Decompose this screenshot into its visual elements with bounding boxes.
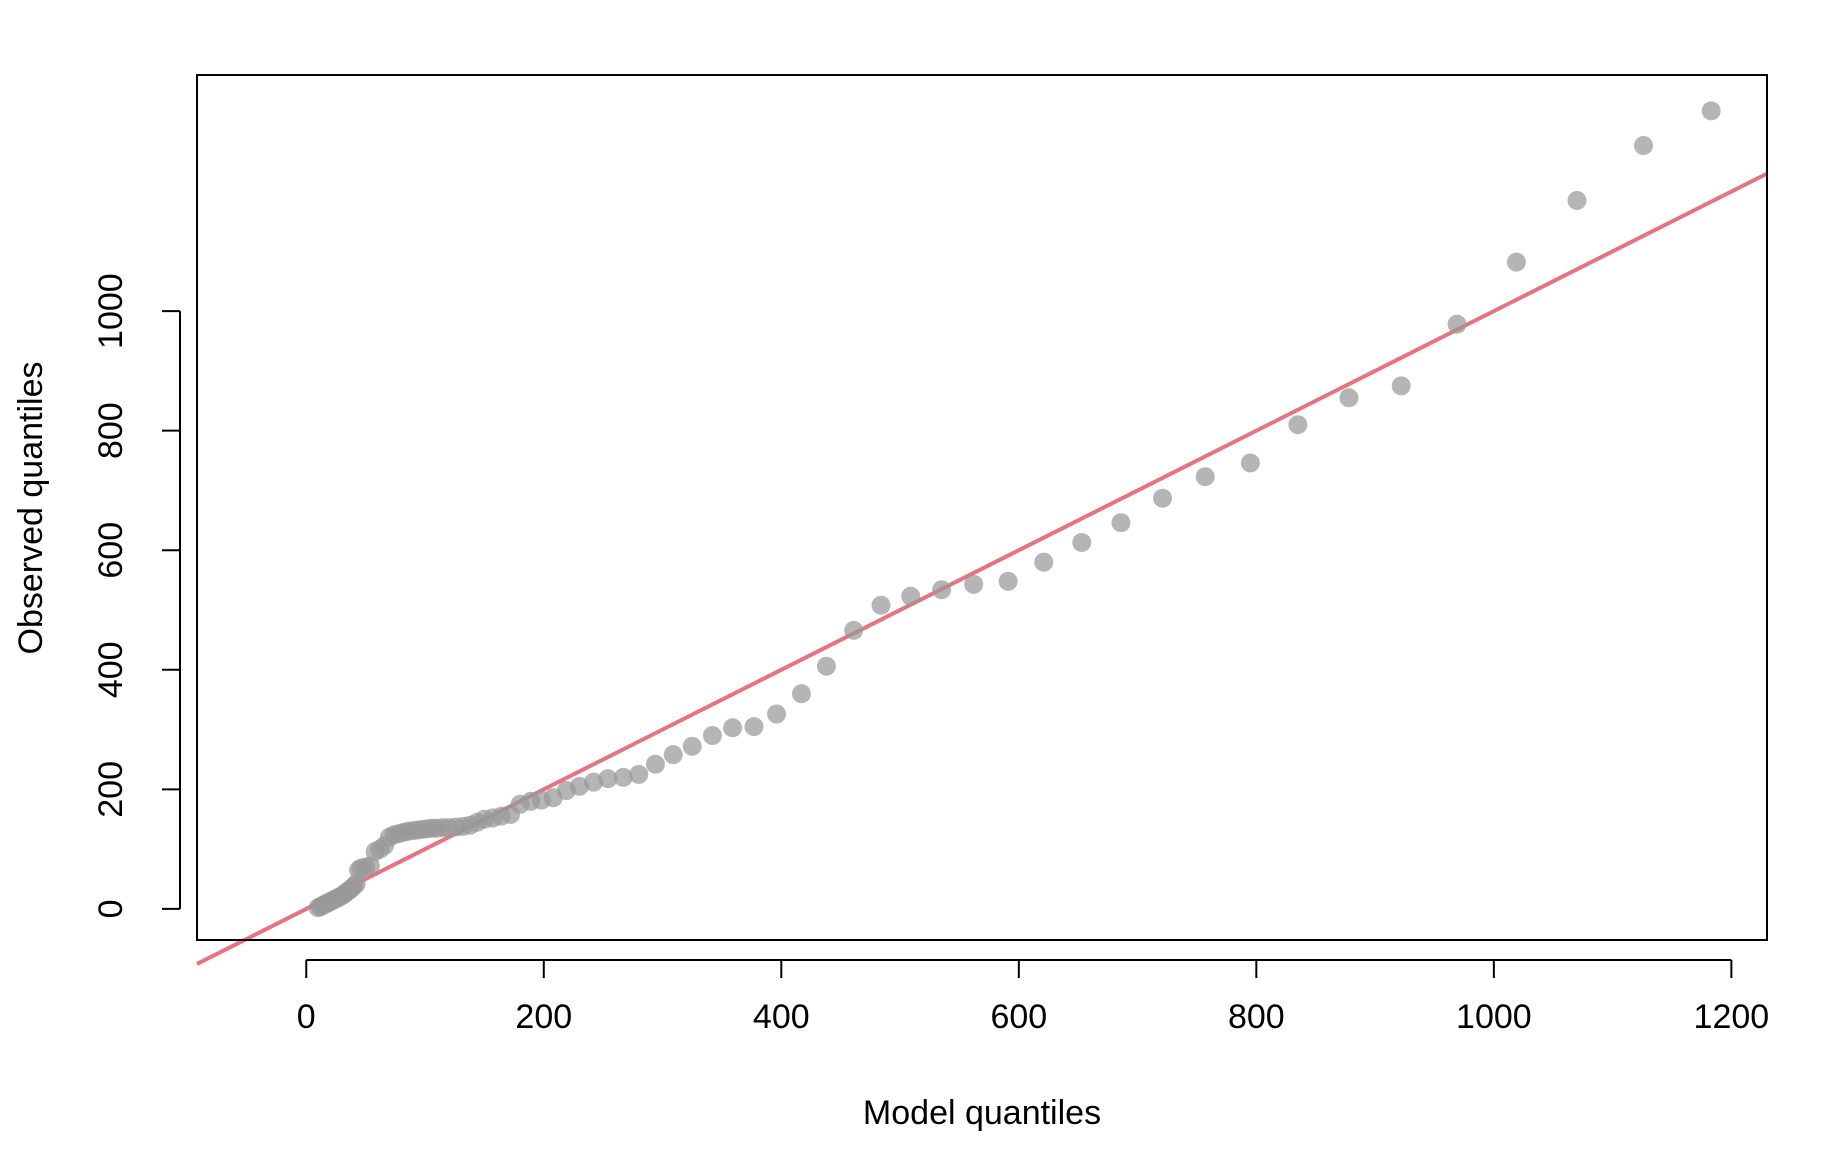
data-point (629, 764, 649, 784)
y-axis: 0 200 400 600 800 1000 (92, 273, 181, 918)
x-tick-label: 800 (1228, 998, 1285, 1036)
data-point (1240, 453, 1260, 473)
data-point (584, 772, 604, 792)
y-tick-label: 400 (92, 641, 130, 698)
data-point (744, 717, 764, 737)
y-tick-label: 800 (92, 402, 130, 459)
data-point (1506, 252, 1526, 272)
data-point (1391, 376, 1411, 396)
data-point (598, 769, 618, 789)
x-axis: 0 200 400 600 800 1000 1200 (297, 959, 1770, 1036)
data-point (569, 776, 589, 796)
data-point (1111, 513, 1131, 533)
data-points (308, 101, 1721, 918)
y-tick-label: 600 (92, 522, 130, 579)
data-point (1447, 314, 1467, 334)
x-tick-label: 600 (990, 998, 1047, 1036)
data-point (816, 656, 836, 676)
y-axis-title: Observed quantiles (12, 362, 50, 655)
data-point (998, 571, 1018, 591)
plot-frame (196, 74, 1768, 941)
data-point (1072, 532, 1092, 552)
data-point (767, 704, 787, 724)
x-tick-label: 0 (297, 998, 316, 1036)
data-point (1288, 415, 1308, 435)
data-point (663, 745, 683, 765)
x-tick-label: 1200 (1694, 998, 1770, 1036)
data-point (1153, 488, 1173, 508)
data-point (702, 726, 722, 746)
data-point (844, 620, 864, 640)
x-tick-label: 200 (515, 998, 572, 1036)
y-tick-label: 200 (92, 761, 130, 818)
x-tick-label: 400 (753, 998, 810, 1036)
data-point (791, 684, 811, 704)
data-point (1633, 136, 1653, 156)
data-point (871, 595, 891, 615)
y-tick-label: 0 (92, 899, 130, 918)
data-point (1567, 191, 1587, 211)
data-point (360, 856, 380, 876)
data-point (1195, 467, 1215, 487)
x-tick-label: 1000 (1456, 998, 1532, 1036)
data-point (1701, 101, 1721, 121)
data-point (901, 586, 921, 606)
x-axis-title: Model quantiles (863, 1094, 1101, 1132)
data-point (1034, 552, 1054, 572)
data-point (723, 718, 743, 738)
data-point (1339, 388, 1359, 408)
data-point (613, 767, 633, 787)
data-point (682, 736, 702, 756)
y-tick-label: 1000 (92, 273, 130, 349)
data-point (932, 580, 952, 600)
data-point (645, 754, 665, 774)
data-point (964, 574, 984, 594)
